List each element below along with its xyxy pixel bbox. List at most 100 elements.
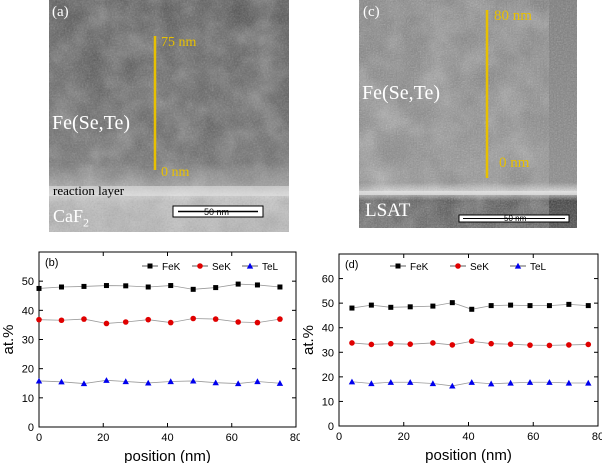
legend-marker-fek [147, 263, 153, 269]
composition-chart-d: 0 10 20 30 40 50 60 0 20 40 60 80 position (nm) at.% (… [302, 253, 602, 463]
data-point-sek [167, 319, 174, 326]
x-tick-label: 0 [36, 432, 42, 444]
data-point-tel [429, 380, 437, 387]
data-point-fek [546, 303, 552, 309]
panel-label-c: (c) [363, 4, 380, 20]
data-point-tel [368, 380, 375, 387]
x-axis-label: position (nm) [124, 448, 211, 463]
data-point-sek [566, 342, 572, 348]
data-point-tel [58, 378, 65, 385]
data-point-tel [526, 379, 534, 385]
y-tick-label: 0 [328, 421, 334, 433]
data-point-sek [488, 340, 494, 347]
scale-label-a: 50 nm [204, 207, 230, 217]
y-tick-label: 30 [22, 335, 34, 347]
data-point-fek [36, 285, 42, 291]
legend-label-fek: FeK [410, 262, 429, 273]
y-tick-label: 0 [28, 422, 34, 434]
data-point-sek [546, 342, 553, 349]
x-tick-label: 40 [161, 432, 173, 444]
panel-label-a: (a) [52, 4, 69, 20]
data-point-fek [469, 306, 475, 312]
series-line-sek [38, 318, 280, 324]
data-point-sek [277, 316, 283, 322]
data-point-tel [254, 378, 261, 385]
data-point-tel [145, 379, 152, 386]
data-point-tel [387, 379, 394, 385]
plot-frame [38, 251, 297, 428]
data-point-sek [190, 315, 196, 322]
data-point-fek [145, 284, 151, 290]
tem-image-a [49, 0, 289, 232]
y-tick-label: 10 [22, 393, 34, 405]
y-tick-label: 30 [322, 347, 334, 359]
data-point-tel [449, 382, 456, 389]
chart-panel-label: (b) [45, 257, 58, 269]
data-point-fek [407, 304, 413, 310]
data-point-tel [276, 380, 284, 386]
x-tick-label: 20 [97, 432, 109, 444]
legend-marker-fek [395, 263, 401, 269]
legend-label-tel: TeL [262, 262, 279, 273]
data-point-sek [507, 341, 514, 347]
top-label-c: 80 nm [494, 8, 532, 24]
legend-label-fek: FeK [162, 262, 181, 273]
data-point-tel [585, 379, 592, 386]
x-tick-label: 40 [462, 431, 474, 443]
material-label-a: Fe(Se,Te) [52, 112, 131, 134]
data-point-tel [407, 379, 414, 385]
legend-label-sek: SeK [212, 262, 231, 273]
y-tick-label: 40 [22, 305, 34, 317]
data-point-sek [585, 341, 592, 348]
data-point-sek [145, 316, 152, 323]
data-point-tel [190, 377, 197, 384]
data-point-tel [487, 380, 495, 387]
substrate-label-c: LSAT [365, 200, 411, 221]
plot-frame [338, 253, 599, 427]
data-point-tel [212, 379, 219, 386]
data-point-tel [507, 379, 514, 386]
y-tick-label: 50 [322, 298, 334, 310]
data-point-fek [508, 302, 514, 308]
data-point-fek [585, 303, 591, 309]
data-point-sek [254, 319, 261, 326]
data-point-tel [234, 380, 242, 387]
data-point-fek [527, 303, 533, 309]
substrate-label-a: CaF2 [53, 206, 90, 230]
series-line-fek [38, 283, 280, 290]
data-point-fek [123, 283, 129, 289]
data-point-sek [36, 316, 42, 323]
top-label-a: 75 nm [161, 35, 197, 50]
scale-label-c: 50 nm [504, 214, 527, 223]
bottom-label-c: 0 nm [499, 155, 530, 171]
data-point-tel [546, 379, 553, 385]
legend-marker-tel [514, 262, 522, 269]
data-point-sek [430, 340, 436, 346]
data-point-fek [58, 284, 64, 290]
data-point-fek [566, 301, 572, 307]
data-point-tel [122, 378, 129, 385]
y-tick-label: 20 [322, 372, 334, 384]
data-point-fek [449, 300, 455, 306]
data-point-tel [35, 377, 43, 384]
data-point-fek [81, 283, 87, 289]
data-point-fek [277, 284, 283, 290]
data-point-fek [213, 285, 219, 291]
x-axis-label: position (nm) [425, 447, 512, 463]
x-tick-label: 60 [226, 432, 238, 444]
data-point-tel [348, 378, 356, 385]
data-point-fek [103, 283, 109, 289]
reaction-layer-label: reaction layer [53, 183, 125, 198]
data-point-tel [468, 379, 475, 385]
data-point-fek [254, 282, 260, 288]
data-point-sek [388, 340, 394, 347]
legend-marker-tel [246, 262, 254, 269]
data-point-sek [235, 319, 241, 325]
data-point-sek [449, 342, 456, 348]
chart-panel-label: (d) [345, 259, 358, 271]
data-point-fek [388, 304, 394, 310]
data-point-sek [468, 338, 475, 345]
x-tick-label: 80 [290, 432, 300, 444]
composition-chart-b: 0 10 20 30 40 50 0 20 40 60 80 position (nm) at.% (b)… [0, 251, 300, 463]
y-axis-label: at.% [0, 324, 17, 354]
